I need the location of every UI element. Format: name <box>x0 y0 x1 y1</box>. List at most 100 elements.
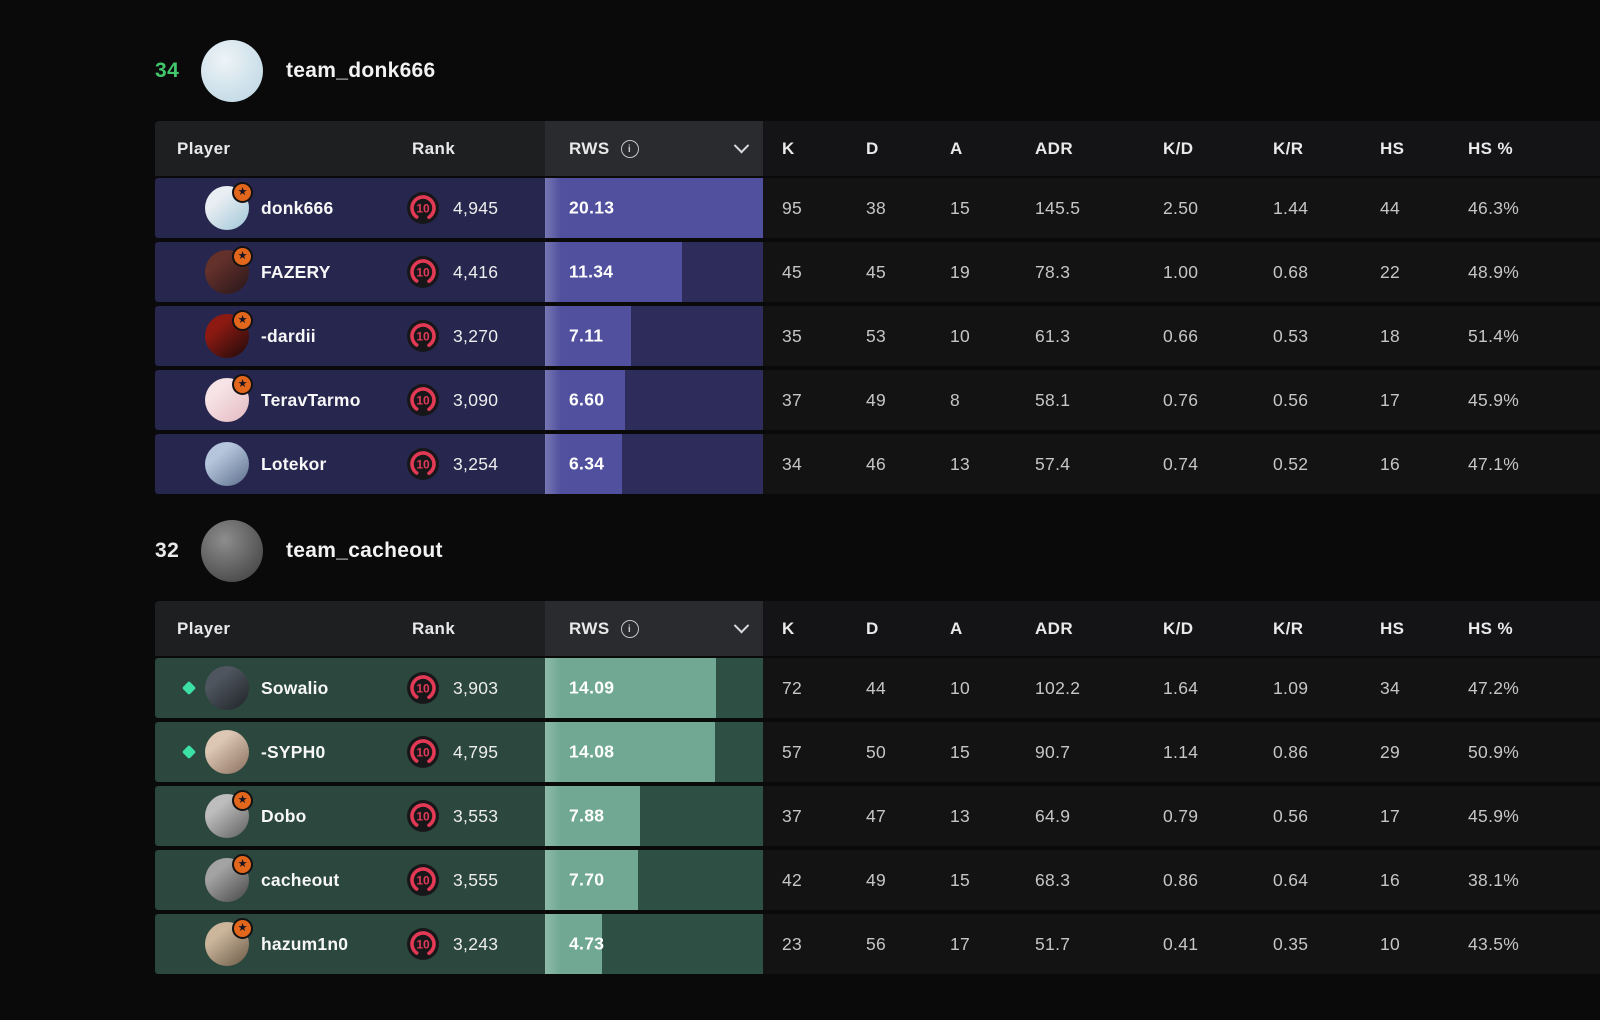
rws-cell: 14.08 <box>545 722 763 782</box>
player-row[interactable]: FAZERY 10 4,416 11.34 45451978.31.000.68… <box>155 242 1600 302</box>
stat-value: 46.3% <box>1449 178 1600 238</box>
player-row[interactable]: Sowalio 10 3,903 14.09 72 44 10 102.2 1.64 1.… <box>155 658 1600 718</box>
chevron-down-icon[interactable] <box>733 617 750 634</box>
player-cell: hazum1n0 <box>155 914 395 974</box>
stat-value: 0.66 <box>1144 306 1254 366</box>
stat-value: 49 <box>847 850 931 910</box>
star-badge-icon <box>232 310 253 331</box>
column-header-rws-label: RWS <box>569 138 610 158</box>
team-score: 34 <box>155 59 180 82</box>
column-header-stat: A <box>931 601 1016 656</box>
rank-gauge-icon: 10 <box>407 800 439 832</box>
rank-rating: 4,795 <box>453 741 499 762</box>
player-row[interactable]: Lotekor 10 3,254 6.34 34 46 13 57.4 0.74 0.52… <box>155 434 1600 494</box>
stat-value: 61.3 <box>1016 306 1144 366</box>
stat-value: 17 <box>1361 370 1449 430</box>
diamond-icon <box>183 850 205 910</box>
stat-value: 10 <box>931 306 1016 366</box>
rank-gauge-icon: 10 <box>407 256 439 288</box>
stat-value: 47.1% <box>1449 434 1600 494</box>
player-name: TeravTarmo <box>261 389 361 410</box>
stat-value: 37 <box>763 370 847 430</box>
rank-gauge-icon: 10 <box>407 864 439 896</box>
stat-value: 17 <box>931 914 1016 974</box>
stat-value: 102.2 <box>1016 658 1144 718</box>
stat-value: 64.9 <box>1016 786 1144 846</box>
rank-cell: 10 3,254 <box>395 434 545 494</box>
rank-gauge-icon: 10 <box>407 672 439 704</box>
player-row[interactable]: cacheout 10 3,555 7.70 42491568.30.860.6… <box>155 850 1600 910</box>
stat-value: 53 <box>847 306 931 366</box>
rws-bar <box>545 658 716 718</box>
team-avatar <box>201 520 263 582</box>
stat-value: 1.09 <box>1254 658 1361 718</box>
avatar <box>205 730 249 774</box>
diamond-icon <box>183 914 205 974</box>
player-row[interactable]: Dobo 10 3,553 7.88 37471364.90.790.56174… <box>155 786 1600 846</box>
info-icon[interactable] <box>620 139 639 158</box>
column-header-stat: K/D <box>1144 121 1254 176</box>
column-header-stat: HS % <box>1449 121 1600 176</box>
stat-value: 51.7 <box>1016 914 1144 974</box>
chevron-down-icon[interactable] <box>733 137 750 154</box>
column-header-stat: HS % <box>1449 601 1600 656</box>
player-row[interactable]: TeravTarmo 10 3,090 6.60 3749858.10.760.… <box>155 370 1600 430</box>
column-header-rws[interactable]: RWS <box>545 121 763 176</box>
rank-level: 10 <box>416 394 430 408</box>
team-rows: Sowalio 10 3,903 14.09 72 44 10 102.2 1.64 1.… <box>155 658 1600 974</box>
rws-cell: 7.70 <box>545 850 763 910</box>
team-header: 32 team_cacheout <box>155 516 1600 586</box>
player-row[interactable]: hazum1n0 10 3,243 4.73 23561751.70.410.3… <box>155 914 1600 974</box>
stat-value: 0.79 <box>1144 786 1254 846</box>
stat-value: 38.1% <box>1449 850 1600 910</box>
rws-value: 14.09 <box>569 677 615 698</box>
stat-value: 78.3 <box>1016 242 1144 302</box>
stat-value: 37 <box>763 786 847 846</box>
player-name: Lotekor <box>261 453 327 474</box>
rws-cell: 4.73 <box>545 914 763 974</box>
stat-value: 45 <box>763 242 847 302</box>
stat-value: 0.52 <box>1254 434 1361 494</box>
player-cell: Sowalio <box>155 658 395 718</box>
rank-cell: 10 3,243 <box>395 914 545 974</box>
rank-rating: 4,416 <box>453 261 499 282</box>
stat-value: 0.56 <box>1254 786 1361 846</box>
rws-value: 6.34 <box>569 453 605 474</box>
player-name: Sowalio <box>261 677 329 698</box>
stat-value: 0.35 <box>1254 914 1361 974</box>
rws-value: 6.60 <box>569 389 605 410</box>
rank-rating: 4,945 <box>453 197 499 218</box>
rank-rating: 3,903 <box>453 677 499 698</box>
avatar <box>205 442 249 486</box>
team-header: 34 team_donk666 <box>155 36 1600 106</box>
stat-value: 48.9% <box>1449 242 1600 302</box>
stat-value: 10 <box>931 658 1016 718</box>
rank-level: 10 <box>416 810 430 824</box>
stat-value: 38 <box>847 178 931 238</box>
diamond-icon <box>183 370 205 430</box>
rank-cell: 10 3,090 <box>395 370 545 430</box>
column-header-rws[interactable]: RWS <box>545 601 763 656</box>
player-row[interactable]: -SYPH0 10 4,795 14.08 57 50 15 90.7 1.14 0.86… <box>155 722 1600 782</box>
rank-gauge-icon: 10 <box>407 320 439 352</box>
stat-value: 13 <box>931 434 1016 494</box>
stat-value: 16 <box>1361 850 1449 910</box>
player-row[interactable]: donk666 10 4,945 20.13 953815145.52.501.… <box>155 178 1600 238</box>
rank-level: 10 <box>416 746 430 760</box>
column-header-stat: HS <box>1361 121 1449 176</box>
info-icon[interactable] <box>620 619 639 638</box>
stat-value: 16 <box>1361 434 1449 494</box>
rws-cell: 11.34 <box>545 242 763 302</box>
rank-rating: 3,553 <box>453 805 499 826</box>
player-name: -dardii <box>261 325 316 346</box>
player-row[interactable]: -dardii 10 3,270 7.11 35531061.30.660.53… <box>155 306 1600 366</box>
star-badge-icon <box>232 182 253 203</box>
diamond-icon <box>183 658 205 718</box>
rank-rating: 3,090 <box>453 389 499 410</box>
stat-value: 50 <box>847 722 931 782</box>
stat-value: 1.44 <box>1254 178 1361 238</box>
avatar <box>205 246 253 294</box>
column-header-stat: ADR <box>1016 121 1144 176</box>
player-cell: cacheout <box>155 850 395 910</box>
